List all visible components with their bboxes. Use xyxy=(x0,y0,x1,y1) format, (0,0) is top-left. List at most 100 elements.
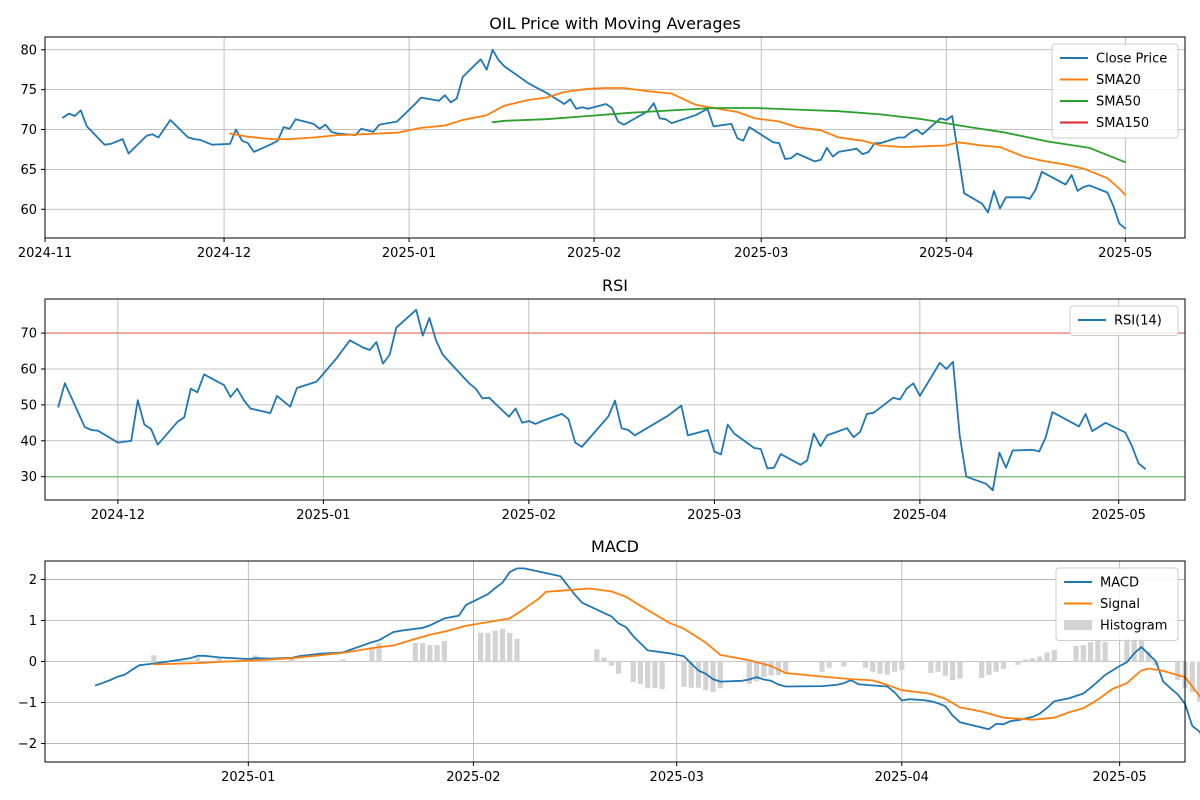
macd-histogram-bar xyxy=(950,661,956,680)
price-x-tick-label: 2025-05 xyxy=(1098,246,1152,261)
rsi-legend-box[interactable] xyxy=(1069,305,1179,336)
macd-histogram-bar xyxy=(993,661,999,672)
macd-histogram-bar xyxy=(645,661,651,689)
macd-histogram-bar xyxy=(819,661,825,672)
macd-histogram-bar xyxy=(681,661,687,687)
macd-histogram-bar xyxy=(891,661,898,672)
macd-histogram-bar xyxy=(870,661,876,672)
price-series-line-sma50 xyxy=(491,107,1127,164)
price-legend-label-sma50: SMA50 xyxy=(1096,95,1141,110)
macd-histogram-bar xyxy=(637,661,644,685)
rsi-ticks: 2024-12 2025-01 2025-02 2025-03 2025-04 2025-… xyxy=(20,327,1145,523)
macd-histogram-bar xyxy=(601,657,607,662)
macd-histogram-bar xyxy=(1051,650,1057,662)
macd-histogram-bar xyxy=(775,661,781,676)
macd-histogram-bar xyxy=(877,661,883,674)
price-legend-label-sma20: SMA20 xyxy=(1096,73,1141,88)
price-legend-label-close-price: Close Price xyxy=(1096,52,1167,67)
macd-histogram-bar xyxy=(761,661,767,678)
rsi-x-tick-label: 2025-02 xyxy=(502,508,556,523)
macd-series-line-macd xyxy=(94,567,1200,735)
macd-x-tick-label: 2025-05 xyxy=(1092,770,1146,785)
macd-legend-label-macd: MACD xyxy=(1100,576,1139,591)
macd-y-tick-label: 2 xyxy=(29,573,37,588)
macd-histogram-bar xyxy=(1022,659,1028,662)
macd-x-tick-label: 2025-01 xyxy=(221,770,275,785)
macd-histogram-bar xyxy=(753,661,760,682)
macd-y-tick-label: −2 xyxy=(18,737,37,752)
macd-histogram-bar xyxy=(427,645,433,662)
rsi-chart-title: RSI xyxy=(602,276,628,295)
macd-histogram-bar xyxy=(862,661,869,668)
macd-legend[interactable]: MACD Signal Histogram xyxy=(1055,567,1179,641)
rsi-y-tick-label: 30 xyxy=(20,470,37,485)
macd-histogram-bar xyxy=(514,638,520,662)
rsi-series-line-rsi-14- xyxy=(57,308,1147,492)
macd-histogram-bar xyxy=(1138,637,1145,662)
rsi-x-tick-label: 2025-05 xyxy=(1092,508,1146,523)
macd-y-tick-label: 0 xyxy=(29,655,37,670)
rsi-x-tick-label: 2024-12 xyxy=(91,508,145,523)
macd-histogram-bar xyxy=(369,647,375,662)
price-y-tick-label: 65 xyxy=(20,163,37,178)
macd-histogram-bar xyxy=(826,661,832,668)
macd-x-tick-label: 2025-03 xyxy=(650,770,704,785)
macd-histogram-bar xyxy=(1088,642,1094,662)
macd-histogram-bar xyxy=(717,661,723,689)
price-y-tick-label: 60 xyxy=(20,203,37,218)
macd-x-tick-label: 2025-02 xyxy=(446,770,500,785)
macd-chart-title: MACD xyxy=(591,537,639,556)
rsi-legend-label-rsi-14-: RSI(14) xyxy=(1114,314,1162,329)
macd-series-line-signal xyxy=(152,587,1200,721)
macd-histogram-bar xyxy=(899,661,905,670)
rsi-x-tick-label: 2025-01 xyxy=(296,508,350,523)
macd-histogram-bar xyxy=(659,661,665,689)
rsi-lines xyxy=(57,308,1147,492)
macd-histogram-bar xyxy=(441,640,447,662)
macd-histogram-bar xyxy=(499,628,506,662)
rsi-legend[interactable]: RSI(14) xyxy=(1069,305,1179,336)
macd-histogram-bar xyxy=(710,661,716,692)
macd-histogram-bar xyxy=(616,661,622,674)
macd-histogram-bar xyxy=(376,643,382,662)
macd-histogram-bar xyxy=(928,661,934,673)
macd-y-tick-label: 1 xyxy=(29,614,37,629)
price-ticks: 2024-11 2024-12 2025-01 2025-02 2025-03 2025-… xyxy=(18,43,1153,261)
price-y-tick-label: 70 xyxy=(20,123,37,138)
macd-histogram-bar xyxy=(979,661,985,678)
price-series-line-close-price xyxy=(62,48,1127,230)
macd-panel: MACD 2025-01 2025-02 2025-03 2025-04 2025-05… xyxy=(18,537,1200,785)
macd-legend-label-histogram: Histogram xyxy=(1100,619,1167,634)
macd-histogram-bar xyxy=(1095,640,1101,662)
macd-lines xyxy=(94,567,1200,735)
rsi-y-tick-label: 40 xyxy=(20,434,37,449)
rsi-panel: RSI 2024-12 2025-01 2025-02 2025-03 2025-04 2… xyxy=(20,276,1186,523)
rsi-y-tick-label: 50 xyxy=(20,398,37,413)
macd-histogram-bar xyxy=(768,661,774,676)
macd-histogram-bar xyxy=(507,632,513,662)
macd-ticks: 2025-01 2025-02 2025-03 2025-04 2025-05 −2 −1 0… xyxy=(18,573,1147,785)
macd-histogram-bar xyxy=(1015,661,1021,665)
macd-histogram-bar xyxy=(1080,645,1086,662)
macd-histogram-bar xyxy=(1131,636,1137,662)
macd-histogram-bar xyxy=(1102,641,1108,662)
price-legend-box[interactable] xyxy=(1051,43,1179,139)
macd-histogram-bar xyxy=(492,630,498,662)
macd-histogram-bar xyxy=(1037,656,1043,662)
macd-histogram-bar xyxy=(703,661,709,691)
rsi-y-tick-label: 70 xyxy=(20,327,37,342)
macd-histogram-bar xyxy=(630,661,636,683)
price-legend-label-sma150: SMA150 xyxy=(1096,116,1149,131)
price-chart-title: OIL Price with Moving Averages xyxy=(489,14,740,33)
macd-legend-label-signal: Signal xyxy=(1100,597,1140,612)
macd-histogram-bar xyxy=(1189,661,1195,693)
price-y-tick-label: 75 xyxy=(20,83,37,98)
price-lines xyxy=(62,48,1127,230)
macd-histogram-bar xyxy=(986,661,992,676)
macd-histogram-bar xyxy=(957,661,963,679)
price-legend[interactable]: Close Price SMA20 SMA50 SMA150 xyxy=(1051,43,1179,139)
rsi-x-tick-label: 2025-03 xyxy=(687,508,741,523)
price-x-tick-label: 2025-03 xyxy=(734,246,788,261)
